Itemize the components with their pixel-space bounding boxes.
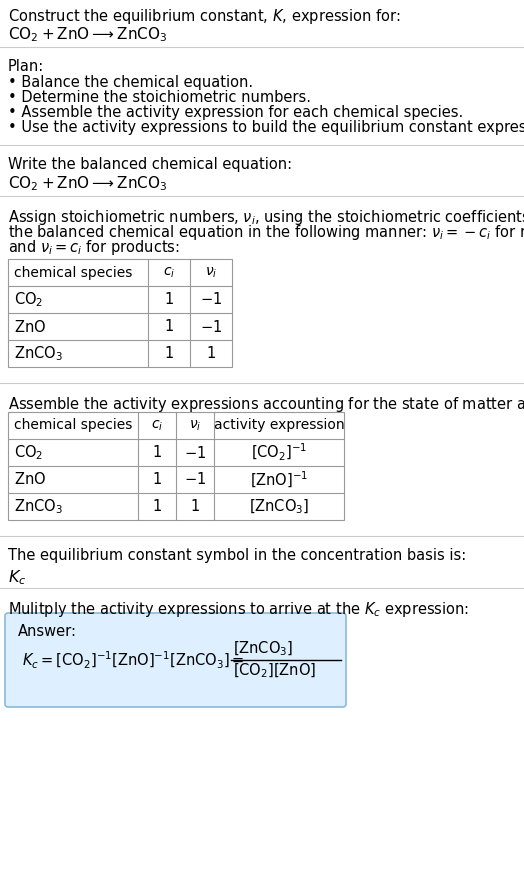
Text: Plan:: Plan: — [8, 59, 44, 74]
Text: Answer:: Answer: — [18, 624, 77, 639]
Text: $\nu_i$: $\nu_i$ — [205, 265, 217, 280]
Text: $-1$: $-1$ — [184, 445, 206, 461]
Text: $[\mathrm{ZnCO_3}]$: $[\mathrm{ZnCO_3}]$ — [233, 639, 293, 658]
Text: Write the balanced chemical equation:: Write the balanced chemical equation: — [8, 157, 292, 172]
Text: $[\mathrm{ZnO}]^{-1}$: $[\mathrm{ZnO}]^{-1}$ — [250, 470, 308, 489]
Text: $[\mathrm{CO_2}]^{-1}$: $[\mathrm{CO_2}]^{-1}$ — [251, 442, 307, 463]
Text: The equilibrium constant symbol in the concentration basis is:: The equilibrium constant symbol in the c… — [8, 548, 466, 563]
Text: chemical species: chemical species — [14, 419, 133, 432]
Text: activity expression: activity expression — [214, 419, 344, 432]
Text: $\mathrm{CO_2 + ZnO \longrightarrow ZnCO_3}$: $\mathrm{CO_2 + ZnO \longrightarrow ZnCO… — [8, 174, 168, 193]
Text: 1: 1 — [152, 499, 161, 514]
Text: Construct the equilibrium constant, $K$, expression for:: Construct the equilibrium constant, $K$,… — [8, 7, 401, 26]
Text: the balanced chemical equation in the following manner: $\nu_i = -c_i$ for react: the balanced chemical equation in the fo… — [8, 223, 524, 242]
Text: $\mathrm{ZnO}$: $\mathrm{ZnO}$ — [14, 319, 46, 335]
Text: $\mathrm{CO_2}$: $\mathrm{CO_2}$ — [14, 290, 43, 309]
Text: $[\mathrm{CO_2}][\mathrm{ZnO}]$: $[\mathrm{CO_2}][\mathrm{ZnO}]$ — [233, 662, 316, 680]
Text: $\nu_i$: $\nu_i$ — [189, 418, 201, 433]
Text: 1: 1 — [165, 292, 173, 307]
Text: $-1$: $-1$ — [184, 472, 206, 488]
Text: • Assemble the activity expression for each chemical species.: • Assemble the activity expression for e… — [8, 105, 463, 120]
Text: • Balance the chemical equation.: • Balance the chemical equation. — [8, 75, 253, 90]
Bar — [8, 259, 232, 367]
Text: 1: 1 — [165, 346, 173, 361]
Text: $\mathrm{ZnO}$: $\mathrm{ZnO}$ — [14, 472, 46, 488]
Text: $c_i$: $c_i$ — [163, 265, 175, 280]
Text: $-1$: $-1$ — [200, 319, 222, 335]
Text: $c_i$: $c_i$ — [151, 418, 163, 433]
Text: $K_c = [\mathrm{CO_2}]^{-1}[\mathrm{ZnO}]^{-1}[\mathrm{ZnCO_3}] = $: $K_c = [\mathrm{CO_2}]^{-1}[\mathrm{ZnO}… — [22, 649, 245, 671]
Text: $\mathrm{CO_2 + ZnO \longrightarrow ZnCO_3}$: $\mathrm{CO_2 + ZnO \longrightarrow ZnCO… — [8, 25, 168, 44]
FancyBboxPatch shape — [5, 613, 346, 707]
Text: 1: 1 — [165, 319, 173, 334]
Text: 1: 1 — [190, 499, 200, 514]
Text: • Determine the stoichiometric numbers.: • Determine the stoichiometric numbers. — [8, 90, 311, 105]
Text: 1: 1 — [206, 346, 215, 361]
Text: Mulitply the activity expressions to arrive at the $K_c$ expression:: Mulitply the activity expressions to arr… — [8, 600, 469, 619]
Text: 1: 1 — [152, 445, 161, 460]
Text: Assign stoichiometric numbers, $\nu_i$, using the stoichiometric coefficients, $: Assign stoichiometric numbers, $\nu_i$, … — [8, 208, 524, 227]
Text: Assemble the activity expressions accounting for the state of matter and $\nu_i$: Assemble the activity expressions accoun… — [8, 395, 524, 414]
Text: $-1$: $-1$ — [200, 291, 222, 307]
Text: $\mathrm{ZnCO_3}$: $\mathrm{ZnCO_3}$ — [14, 344, 63, 363]
Text: $K_c$: $K_c$ — [8, 568, 26, 587]
Bar — [8, 412, 344, 520]
Text: • Use the activity expressions to build the equilibrium constant expression.: • Use the activity expressions to build … — [8, 120, 524, 135]
Text: $\mathrm{ZnCO_3}$: $\mathrm{ZnCO_3}$ — [14, 497, 63, 516]
Text: $\mathrm{CO_2}$: $\mathrm{CO_2}$ — [14, 443, 43, 462]
Text: and $\nu_i = c_i$ for products:: and $\nu_i = c_i$ for products: — [8, 238, 180, 257]
Text: 1: 1 — [152, 472, 161, 487]
Text: $[\mathrm{ZnCO_3}]$: $[\mathrm{ZnCO_3}]$ — [249, 497, 309, 515]
Text: chemical species: chemical species — [14, 265, 133, 280]
